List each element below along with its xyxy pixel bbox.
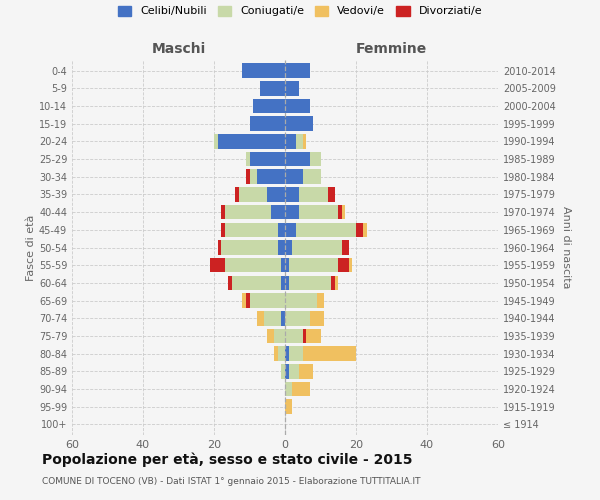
Bar [317, 294, 324, 308]
Bar [221, 240, 278, 255]
Bar [296, 222, 356, 237]
Bar [338, 205, 342, 220]
Bar [221, 205, 224, 220]
Bar [218, 134, 285, 148]
Bar [211, 258, 224, 272]
Bar [338, 258, 349, 272]
Bar [299, 187, 328, 202]
Bar [310, 311, 324, 326]
Bar [349, 258, 352, 272]
Bar [328, 187, 335, 202]
Bar [299, 364, 313, 378]
Bar [246, 294, 250, 308]
Bar [246, 170, 250, 184]
Bar [281, 311, 285, 326]
Text: Maschi: Maschi [151, 42, 206, 56]
Bar [285, 222, 296, 237]
Bar [342, 240, 349, 255]
Bar [307, 328, 320, 343]
Bar [289, 346, 303, 361]
Bar [221, 222, 224, 237]
Bar [285, 170, 303, 184]
Bar [285, 346, 289, 361]
Bar [363, 222, 367, 237]
Bar [285, 276, 289, 290]
Bar [235, 187, 239, 202]
Bar [285, 187, 299, 202]
Text: Femmine: Femmine [356, 42, 427, 56]
Bar [299, 205, 338, 220]
Bar [281, 276, 285, 290]
Bar [267, 328, 274, 343]
Bar [285, 258, 289, 272]
Bar [285, 152, 310, 166]
Bar [250, 152, 285, 166]
Bar [260, 81, 285, 96]
Bar [285, 364, 289, 378]
Bar [253, 98, 285, 113]
Bar [267, 187, 285, 202]
Bar [274, 328, 285, 343]
Bar [274, 346, 278, 361]
Bar [285, 382, 292, 396]
Bar [281, 258, 285, 272]
Bar [292, 240, 342, 255]
Bar [257, 311, 264, 326]
Bar [285, 116, 313, 131]
Bar [285, 81, 299, 96]
Bar [303, 170, 320, 184]
Bar [224, 258, 281, 272]
Bar [250, 294, 285, 308]
Bar [278, 240, 285, 255]
Bar [242, 64, 285, 78]
Bar [303, 134, 307, 148]
Bar [289, 258, 338, 272]
Bar [285, 400, 292, 414]
Bar [342, 205, 346, 220]
Bar [218, 240, 221, 255]
Bar [285, 134, 296, 148]
Bar [285, 64, 310, 78]
Bar [289, 276, 331, 290]
Bar [285, 328, 303, 343]
Y-axis label: Fasce di età: Fasce di età [26, 214, 36, 280]
Bar [257, 170, 285, 184]
Bar [285, 98, 310, 113]
Bar [264, 311, 281, 326]
Bar [285, 294, 317, 308]
Bar [292, 382, 310, 396]
Text: Popolazione per età, sesso e stato civile - 2015: Popolazione per età, sesso e stato civil… [42, 452, 413, 467]
Bar [271, 205, 285, 220]
Bar [224, 205, 271, 220]
Bar [356, 222, 363, 237]
Bar [310, 152, 320, 166]
Bar [214, 134, 218, 148]
Bar [303, 346, 356, 361]
Text: COMUNE DI TOCENO (VB) - Dati ISTAT 1° gennaio 2015 - Elaborazione TUTTITALIA.IT: COMUNE DI TOCENO (VB) - Dati ISTAT 1° ge… [42, 478, 421, 486]
Bar [232, 276, 281, 290]
Bar [278, 346, 285, 361]
Y-axis label: Anni di nascita: Anni di nascita [561, 206, 571, 289]
Bar [281, 364, 285, 378]
Bar [224, 222, 278, 237]
Bar [250, 170, 257, 184]
Bar [303, 328, 307, 343]
Bar [228, 276, 232, 290]
Bar [285, 311, 310, 326]
Bar [285, 205, 299, 220]
Bar [296, 134, 303, 148]
Bar [289, 364, 299, 378]
Bar [239, 187, 267, 202]
Bar [246, 152, 250, 166]
Bar [278, 222, 285, 237]
Bar [285, 240, 292, 255]
Bar [250, 116, 285, 131]
Legend: Celibi/Nubili, Coniugati/e, Vedovi/e, Divorziati/e: Celibi/Nubili, Coniugati/e, Vedovi/e, Di… [118, 6, 482, 16]
Bar [335, 276, 338, 290]
Bar [331, 276, 335, 290]
Bar [242, 294, 246, 308]
